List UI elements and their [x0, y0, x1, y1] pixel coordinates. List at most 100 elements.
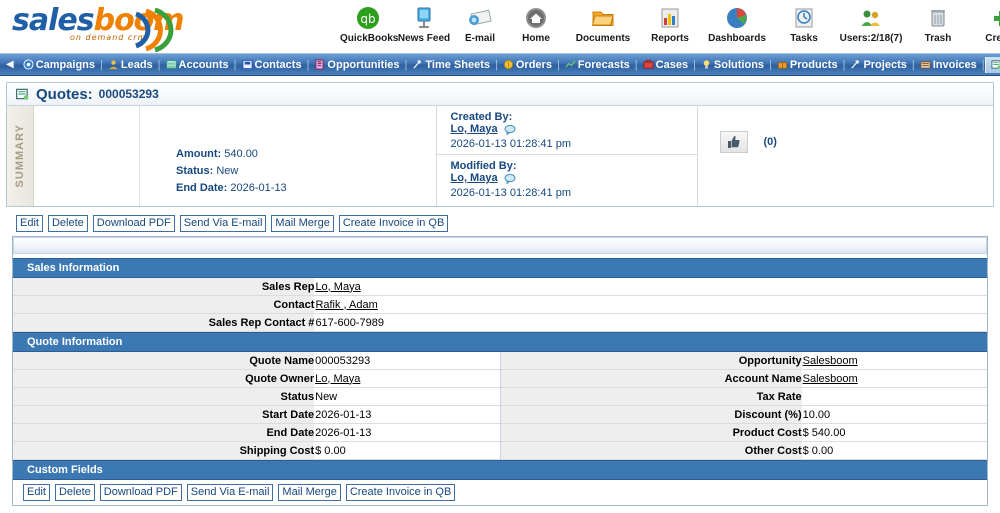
nav-tab-campaigns[interactable]: Campaigns [18, 57, 100, 73]
summary-field-label: Status: [176, 165, 214, 177]
chat-bubble-icon[interactable] [504, 173, 516, 184]
campaigns-icon [23, 59, 34, 70]
chat-bubble-icon[interactable] [504, 124, 516, 135]
field-value: Salesboom [802, 352, 987, 370]
download-pdf-button[interactable]: Download PDF [92, 215, 175, 232]
nav-tab-time-sheets[interactable]: Time Sheets [407, 57, 495, 73]
nav-tab-invoices[interactable]: Invoices [915, 57, 982, 73]
logo-sales-text: sales [12, 3, 95, 38]
nav-separator: | [233, 58, 237, 71]
leads-icon [109, 60, 118, 70]
nav-tab-forecasts[interactable]: Forecasts [560, 57, 635, 73]
section-header-quote-information: Quote Information [13, 332, 987, 352]
delete-button[interactable]: Delete [47, 215, 88, 232]
toolbar-item-create[interactable]: Create... [966, 2, 1000, 44]
toolbar-item-trash[interactable]: Trash [910, 2, 966, 44]
toolbar-label: Home [522, 33, 550, 44]
nav-tab-projects[interactable]: Projects [845, 57, 911, 73]
mail-merge-button[interactable]: Mail Merge [271, 215, 334, 232]
field-label: Discount (%) [500, 405, 803, 424]
created-by-label: Created By: [450, 111, 513, 123]
nav-tab-leads[interactable]: Leads [103, 57, 158, 73]
solutions-icon [703, 60, 710, 69]
toolbar-item-dashboards[interactable]: Dashboards [698, 2, 776, 44]
toolbar-item-home[interactable]: Home [508, 2, 564, 44]
modified-by-user-link[interactable]: Lo, Maya [450, 172, 498, 184]
nav-tab-products[interactable]: Products [772, 57, 843, 73]
nav-separator: | [981, 58, 985, 71]
salesboom-logo[interactable]: salesboom on demand crm [12, 3, 252, 52]
download-pdf-button-bottom[interactable]: Download PDF [99, 484, 182, 501]
edit-button-bottom[interactable]: Edit [23, 484, 50, 501]
field-value: $ 540.00 [802, 423, 987, 442]
toolbar-item-email[interactable]: E-mail [452, 2, 508, 44]
nav-tab-opportunities[interactable]: Opportunities [309, 57, 404, 73]
table-row: Start Date 2026-01-13 [13, 405, 500, 424]
toolbar-label: Users:2/18(7) [839, 33, 903, 44]
nav-tab-solutions[interactable]: Solutions [696, 57, 769, 73]
nav-tab-orders[interactable]: Orders [498, 57, 557, 73]
quote-information-left-table: Quote Name 000053293 Quote Owner Lo, May… [13, 352, 500, 460]
summary-vertical-tab[interactable]: SUMMARY [7, 106, 34, 206]
create-invoice-in-qb-button-bottom[interactable]: Create Invoice in QB [345, 484, 456, 501]
toolbar-item-news-feed[interactable]: News Feed [396, 2, 452, 44]
summary-image-placeholder [34, 106, 140, 206]
create-invoice-in-qb-button[interactable]: Create Invoice in QB [338, 215, 449, 232]
toolbar-item-users[interactable]: Users:2/18(7) [832, 2, 910, 44]
nav-tab-label: Products [789, 58, 838, 71]
reports-icon [642, 5, 698, 31]
created-by-user-link[interactable]: Lo, Maya [450, 123, 498, 135]
field-label: Start Date [13, 405, 316, 424]
field-label: Other Cost [500, 441, 803, 460]
field-value: 000053293 [314, 352, 500, 370]
modified-by-block: Modified By: Lo, Maya 2026-01-13 01:28:4… [437, 155, 697, 203]
toolbar-label: Dashboards [708, 33, 766, 44]
quote-information-right-table: Opportunity Salesboom Account Name Sales… [500, 352, 987, 460]
nav-tab-contacts[interactable]: Contacts [237, 57, 307, 73]
forecasts-icon [565, 60, 576, 68]
quote-owner-link[interactable]: Lo, Maya [315, 372, 361, 385]
nav-tab-quotes[interactable]: Quotes [984, 56, 1000, 73]
delete-button-bottom[interactable]: Delete [54, 484, 95, 501]
summary-field-value: 2026-01-13 [230, 182, 287, 194]
contacts-icon [241, 59, 253, 70]
account-name-link[interactable]: Salesboom [802, 372, 858, 385]
nav-tab-label: Cases [655, 58, 689, 71]
table-row: End Date 2026-01-13 [13, 423, 500, 442]
toolbar-item-quickbooks[interactable]: qb QuickBooks [340, 2, 398, 44]
nav-separator: | [693, 58, 696, 71]
summary-field-label: Amount: [176, 148, 222, 160]
send-via-email-button-bottom[interactable]: Send Via E-mail [186, 484, 274, 501]
field-label: Sales Rep Contact # [13, 313, 316, 332]
edit-button[interactable]: Edit [16, 215, 43, 232]
nav-tab-label: Forecasts [577, 58, 630, 71]
send-via-email-button[interactable]: Send Via E-mail [179, 215, 267, 232]
nav-separator: | [842, 58, 846, 71]
field-value: 2026-01-13 [314, 423, 500, 442]
nav-tab-label: Time Sheets [425, 58, 490, 71]
nav-tab-accounts[interactable]: Accounts [161, 57, 234, 73]
table-row: Quote Owner Lo, Maya [13, 369, 500, 388]
mail-merge-button-bottom[interactable]: Mail Merge [278, 484, 341, 501]
field-value: Salesboom [802, 369, 987, 388]
sales-information-table: Sales Rep Lo, Maya Contact Rafik , Adam … [13, 278, 987, 332]
thumbs-up-button[interactable] [719, 131, 748, 153]
toolbar-item-documents[interactable]: Documents [564, 2, 642, 44]
sales-rep-link[interactable]: Lo, Maya [315, 280, 361, 293]
nav-scroll-left-icon[interactable]: ◀ [6, 59, 14, 70]
audit-panel: Created By: Lo, Maya 2026-01-13 01:28:41… [435, 106, 698, 206]
quotes-icon [16, 88, 29, 100]
opportunity-link[interactable]: Salesboom [802, 354, 858, 367]
toolbar-item-tasks[interactable]: Tasks [776, 2, 832, 44]
thumbs-up-icon [728, 136, 740, 148]
users-icon [832, 5, 910, 31]
nav-tab-label: Invoices [932, 58, 977, 71]
quote-information-left-column: Quote Name 000053293 Quote Owner Lo, May… [13, 352, 501, 460]
module-nav-bar: ◀ Campaigns | Leads | Accounts | Contact… [0, 53, 1000, 76]
contact-link[interactable]: Rafik , Adam [315, 298, 378, 311]
action-button-row-top: Edit Delete Download PDF Send Via E-mail… [6, 211, 994, 236]
toolbar-item-reports[interactable]: Reports [642, 2, 698, 44]
invoices-icon [920, 61, 931, 69]
nav-tab-cases[interactable]: Cases [638, 57, 693, 73]
nav-tab-label: Leads [120, 58, 153, 71]
